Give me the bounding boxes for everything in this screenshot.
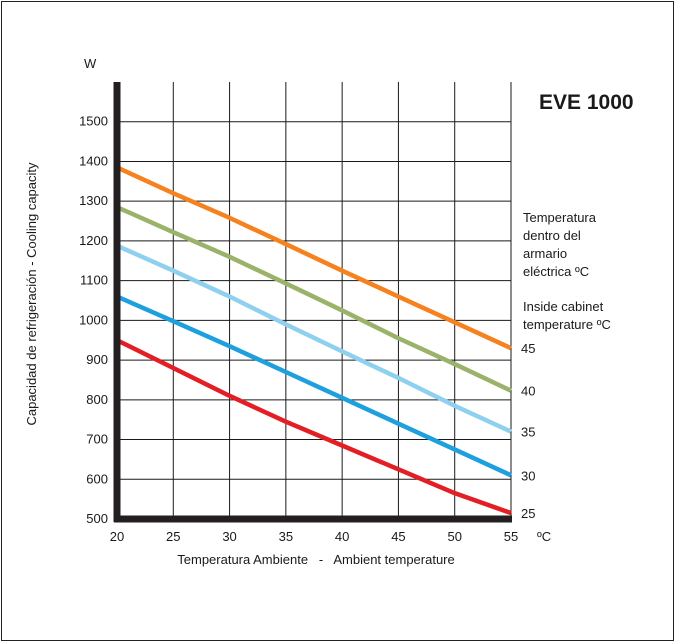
series-label-45: 45 bbox=[521, 341, 535, 356]
series-line-40 bbox=[117, 207, 511, 391]
grid bbox=[117, 82, 511, 519]
y-tick-label: 1200 bbox=[79, 233, 108, 248]
x-tick-label: 40 bbox=[335, 529, 349, 544]
legend-title-es-4: eléctrica ºC bbox=[523, 264, 589, 279]
series-label-25: 25 bbox=[521, 506, 535, 521]
y-tick-label: 1500 bbox=[79, 114, 108, 129]
y-tick-label: 600 bbox=[86, 471, 108, 486]
series-label-40: 40 bbox=[521, 384, 535, 399]
y-tick-label: 900 bbox=[86, 352, 108, 367]
x-unit-label: ºC bbox=[537, 529, 551, 544]
y-tick-label: 1000 bbox=[79, 312, 108, 327]
x-axis-title: Temperatura Ambiente - Ambient temperatu… bbox=[177, 552, 454, 567]
legend-title-es-1: Temperatura bbox=[523, 210, 597, 225]
y-tick-label: 1400 bbox=[79, 153, 108, 168]
x-tick-label: 25 bbox=[166, 529, 180, 544]
y-axis-title: Capacidad de refrigeración - Cooling cap… bbox=[24, 162, 39, 426]
series-line-35 bbox=[117, 246, 511, 432]
legend-title-es-3: armario bbox=[523, 246, 567, 261]
x-tick-label: 55 bbox=[504, 529, 518, 544]
y-tick-label: 1100 bbox=[80, 273, 108, 288]
x-tick-label: 50 bbox=[447, 529, 461, 544]
x-tick-label: 45 bbox=[391, 529, 405, 544]
chart-title: EVE 1000 bbox=[539, 91, 634, 114]
x-tick-label: 20 bbox=[110, 529, 124, 544]
series-line-25 bbox=[117, 340, 511, 513]
legend-title-en-2: temperature ºC bbox=[523, 317, 611, 332]
y-unit-label: W bbox=[84, 56, 97, 71]
series-label-30: 30 bbox=[521, 468, 535, 483]
y-tick-label: 500 bbox=[86, 511, 108, 526]
legend-title-es-2: dentro del bbox=[523, 228, 581, 243]
y-tick-label: 800 bbox=[86, 392, 108, 407]
y-tick-label: 1300 bbox=[79, 193, 108, 208]
y-tick-label: 700 bbox=[86, 432, 108, 447]
series-lines bbox=[117, 167, 511, 513]
x-tick-label: 35 bbox=[279, 529, 293, 544]
series-label-35: 35 bbox=[521, 425, 535, 440]
x-tick-label: 30 bbox=[222, 529, 236, 544]
legend-title-en-1: Inside cabinet bbox=[523, 299, 604, 314]
